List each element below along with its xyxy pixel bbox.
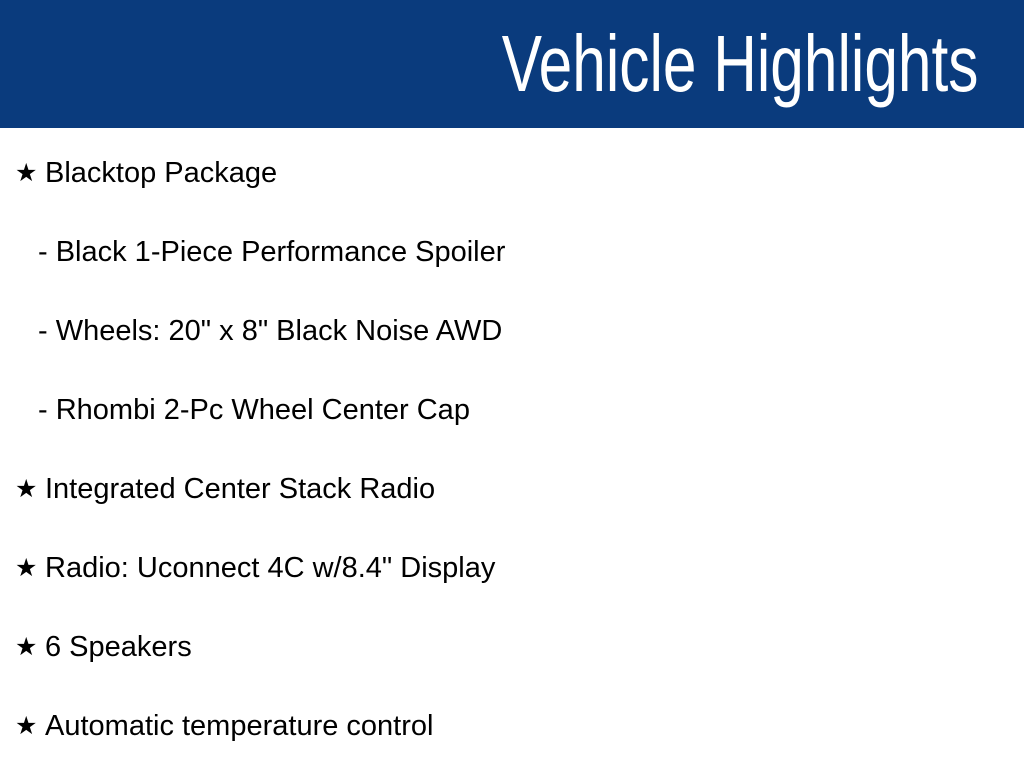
list-item: ★ Blacktop Package	[0, 134, 1024, 213]
list-item-text: Blacktop Package	[45, 156, 278, 189]
star-bullet-icon: ★	[15, 475, 38, 503]
star-bullet-icon: ★	[15, 633, 38, 661]
slide-header: Vehicle Highlights	[0, 0, 1024, 128]
list-item: ★ Automatic temperature control	[0, 687, 1024, 766]
star-bullet-icon: ★	[15, 159, 38, 187]
list-item: ★ 6 Speakers	[0, 608, 1024, 687]
slide-title: Vehicle Highlights	[501, 19, 978, 108]
list-item-text: - Wheels: 20" x 8" Black Noise AWD	[38, 314, 503, 347]
list-item: - Rhombi 2-Pc Wheel Center Cap	[0, 371, 1024, 450]
list-item-text: - Rhombi 2-Pc Wheel Center Cap	[38, 393, 470, 426]
star-bullet-icon: ★	[15, 554, 38, 582]
list-item-text: Integrated Center Stack Radio	[45, 472, 436, 505]
list-item: ★ Radio: Uconnect 4C w/8.4" Display	[0, 529, 1024, 608]
list-item-text: Automatic temperature control	[45, 709, 434, 742]
list-item: ★ Integrated Center Stack Radio	[0, 450, 1024, 529]
list-item-text: Radio: Uconnect 4C w/8.4" Display	[45, 551, 496, 584]
highlights-list: ★ Blacktop Package - Black 1-Piece Perfo…	[0, 128, 1024, 766]
list-item-text: - Black 1-Piece Performance Spoiler	[38, 235, 506, 268]
list-item-text: 6 Speakers	[45, 630, 192, 663]
star-bullet-icon: ★	[15, 712, 38, 740]
list-item: - Black 1-Piece Performance Spoiler	[0, 213, 1024, 292]
list-item: - Wheels: 20" x 8" Black Noise AWD	[0, 292, 1024, 371]
